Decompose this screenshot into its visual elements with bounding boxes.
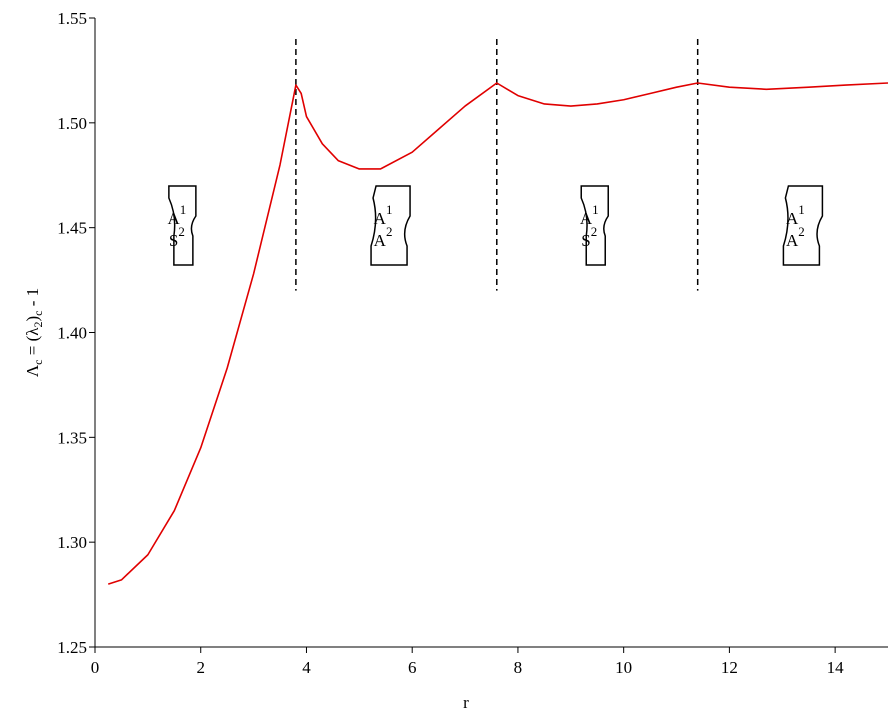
annotation-sup: 1 bbox=[180, 202, 187, 217]
y-tick-label: 1.55 bbox=[57, 9, 87, 28]
annotation-sup: 2 bbox=[178, 224, 185, 239]
annotation-letter: S bbox=[581, 231, 590, 250]
x-tick-label: 12 bbox=[721, 658, 738, 677]
annotation-sup: 1 bbox=[592, 202, 599, 217]
x-tick-label: 14 bbox=[827, 658, 845, 677]
y-tick-label: 1.40 bbox=[57, 324, 87, 343]
y-axis-label-part: - 1 bbox=[23, 288, 42, 311]
data-line bbox=[108, 83, 888, 584]
y-tick-label: 1.45 bbox=[57, 219, 87, 238]
y-axis-label-part: = (λ bbox=[23, 327, 42, 360]
y-tick-label: 1.30 bbox=[57, 533, 87, 552]
x-tick-label: 8 bbox=[514, 658, 523, 677]
annotation-letter: A bbox=[786, 209, 799, 228]
x-axis-label: r bbox=[463, 693, 469, 712]
annotation-letter: A bbox=[374, 209, 387, 228]
x-tick-label: 10 bbox=[615, 658, 632, 677]
x-tick-label: 2 bbox=[196, 658, 205, 677]
annotation-sup: 1 bbox=[386, 202, 393, 217]
x-tick-label: 6 bbox=[408, 658, 417, 677]
annotation-sup: 2 bbox=[386, 224, 393, 239]
y-tick-label: 1.35 bbox=[57, 428, 87, 447]
annotation-letter: S bbox=[169, 231, 178, 250]
y-axis-label: Λc = (λ2)c - 1 bbox=[23, 288, 45, 377]
x-tick-label: 0 bbox=[91, 658, 100, 677]
x-tick-label: 4 bbox=[302, 658, 311, 677]
y-tick-label: 1.25 bbox=[57, 638, 87, 657]
y-axis-label-part: Λ bbox=[23, 364, 42, 377]
chart: r 1.251.301.351.401.451.501.550246810121… bbox=[0, 0, 890, 714]
annotation-sup: 1 bbox=[798, 202, 805, 217]
annotation-sup: 2 bbox=[798, 224, 805, 239]
annotation-letter: A bbox=[786, 231, 799, 250]
annotation-letter: A bbox=[374, 231, 387, 250]
annotation-sup: 2 bbox=[591, 224, 598, 239]
y-tick-label: 1.50 bbox=[57, 114, 87, 133]
